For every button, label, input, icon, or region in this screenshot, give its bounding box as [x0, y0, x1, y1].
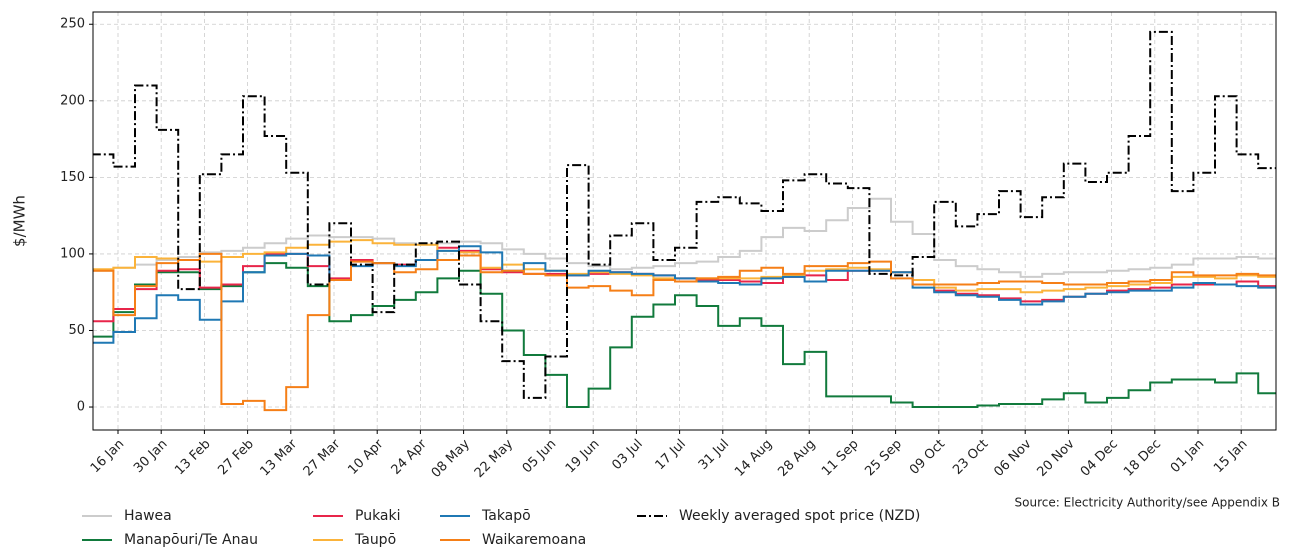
x-tick-label: 06 Nov — [991, 436, 1034, 479]
legend-label: Weekly averaged spot price (NZD) — [679, 508, 920, 524]
x-tick-label: 14 Aug — [732, 437, 775, 480]
x-tick-label: 09 Oct — [907, 437, 948, 478]
y-tick-label: 150 — [60, 170, 85, 185]
x-tick-label: 16 Jan — [88, 437, 127, 476]
x-tick-label: 20 Nov — [1035, 436, 1078, 479]
x-tick-label: 25 Sep — [862, 437, 905, 480]
x-tick-label: 10 Apr — [345, 436, 387, 478]
x-tick-label: 22 May — [472, 436, 516, 480]
x-tick-label: 13 Feb — [172, 437, 214, 479]
x-tick-label: 31 Jul — [696, 437, 732, 473]
series-line — [93, 252, 1276, 412]
x-tick-label: 24 Apr — [389, 436, 431, 478]
plot-frame — [92, 11, 1277, 431]
x-tick-label: 05 Jun — [520, 437, 560, 477]
x-tick-label: 08 May — [429, 436, 473, 480]
x-tick-label: 23 Oct — [950, 437, 991, 478]
series-line — [93, 262, 1276, 409]
y-tick-label: 50 — [68, 323, 85, 338]
x-tick-label: 03 Jul — [609, 437, 645, 473]
legend-label: Manapōuri/Te Anau — [124, 532, 258, 548]
x-tick-label: 17 Jul — [653, 437, 689, 473]
series-line — [93, 245, 1276, 344]
plot-area — [93, 30, 1276, 412]
series-line — [93, 197, 1276, 278]
series-line — [93, 30, 1276, 399]
legend-label: Pukaki — [355, 508, 401, 524]
x-tick-label: 04 Dec — [1078, 437, 1121, 480]
x-tick-label: 27 Mar — [301, 436, 344, 479]
y-tick-label: 0 — [77, 400, 85, 415]
x-tick-label: 11 Sep — [819, 437, 862, 480]
y-tick-label: 250 — [60, 17, 85, 32]
x-tick-label: 18 Dec — [1121, 437, 1164, 480]
source-note: Source: Electricity Authority/see Append… — [1015, 496, 1280, 510]
x-tick-label: 30 Jan — [131, 437, 170, 476]
y-axis-label: $/MWh — [11, 195, 29, 247]
x-tick-label: 28 Aug — [775, 437, 818, 480]
legend-label: Waikaremoana — [482, 532, 586, 548]
x-tick-label: 15 Jan — [1211, 437, 1250, 476]
y-tick-label: 200 — [60, 93, 85, 108]
legend-label: Takapō — [481, 508, 531, 524]
y-tick-label: 100 — [60, 246, 85, 261]
x-tick-label: 27 Feb — [215, 437, 257, 479]
x-tick-label: 13 Mar — [258, 436, 301, 479]
legend-label: Hawea — [124, 508, 172, 524]
legend-label: Taupō — [354, 532, 396, 548]
x-tick-label: 19 Jun — [563, 437, 603, 477]
x-tick-label: 01 Jan — [1168, 437, 1207, 476]
